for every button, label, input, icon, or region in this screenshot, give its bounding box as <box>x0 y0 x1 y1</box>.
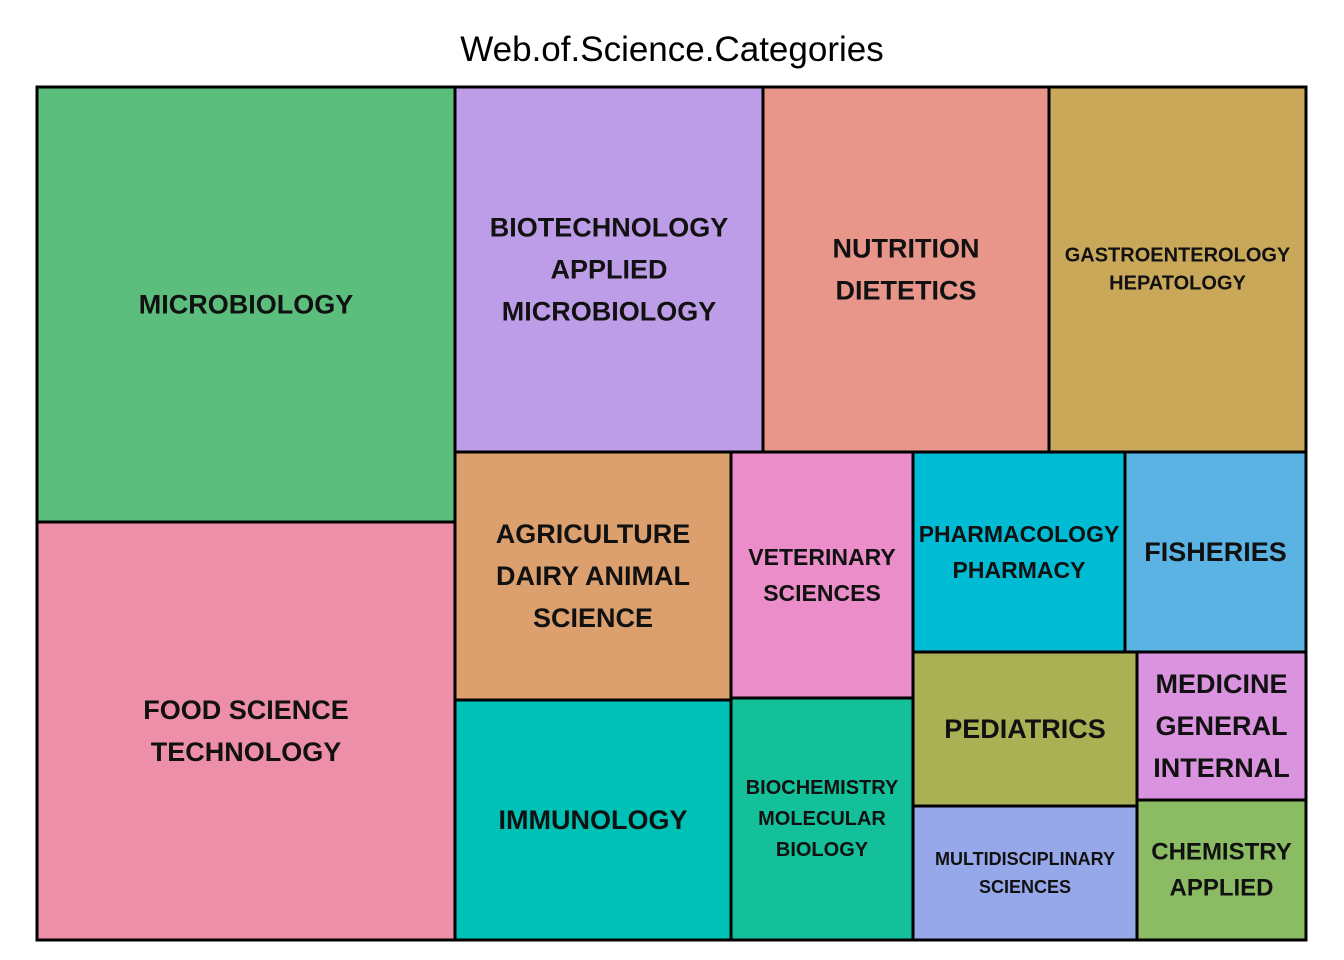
tile-rect-microbiology <box>35 85 457 524</box>
treemap-border <box>35 85 1308 942</box>
tile-immunology: IMMUNOLOGY <box>453 698 733 942</box>
tile-label-biochemistry-molecular-biology: BIOCHEMISTRY <box>746 777 899 799</box>
tile-label-chemistry-applied: APPLIED <box>1169 875 1273 902</box>
tile-pediatrics: PEDIATRICS <box>911 650 1139 808</box>
tile-label-medicine-general-internal: INTERNAL <box>1153 753 1290 783</box>
tile-gastroenterology-hepatology: GASTROENTEROLOGY HEPATOLOGY <box>1047 85 1308 454</box>
tile-label-medicine-general-internal: GENERAL <box>1155 711 1287 741</box>
tile-label-gastroenterology-hepatology: HEPATOLOGY <box>1109 273 1246 295</box>
tile-label-agriculture-dairy-animal-science: AGRICULTURE <box>496 519 690 549</box>
tile-label-biochemistry-molecular-biology: MOLECULAR <box>758 808 886 830</box>
chart-title: Web.of.Science.Categories <box>460 30 884 69</box>
tile-rect-gastroenterology-hepatology <box>1047 85 1308 454</box>
tile-agriculture-dairy-animal-science: AGRICULTURE DAIRY ANIMAL SCIENCE <box>453 450 733 702</box>
tile-fisheries: FISHERIES <box>1123 450 1308 654</box>
tile-biochemistry-molecular-biology: BIOCHEMISTRY MOLECULAR BIOLOGY <box>729 696 915 942</box>
tile-label-immunology: IMMUNOLOGY <box>499 805 688 835</box>
tile-label-pharmacology-pharmacy: PHARMACOLOGY <box>919 521 1120 547</box>
tile-veterinary-sciences: VETERINARY SCIENCES <box>729 450 915 700</box>
tile-food-science-technology: FOOD SCIENCE TECHNOLOGY <box>35 520 457 942</box>
tile-label-gastroenterology-hepatology: GASTROENTEROLOGY <box>1065 245 1291 267</box>
tile-rect-food-science-technology <box>35 520 457 942</box>
tile-pharmacology-pharmacy: PHARMACOLOGY PHARMACY <box>911 450 1127 654</box>
tile-rect-agriculture-dairy-animal-science <box>453 450 733 702</box>
tile-microbiology: MICROBIOLOGY <box>35 85 457 524</box>
tile-label-agriculture-dairy-animal-science: SCIENCE <box>533 603 653 633</box>
tile-label-biochemistry-molecular-biology: BIOLOGY <box>776 839 869 861</box>
tile-label-microbiology: MICROBIOLOGY <box>139 290 354 320</box>
tile-label-biotechnology-applied-microbiology: MICROBIOLOGY <box>502 297 717 327</box>
tile-rect-pharmacology-pharmacy <box>911 450 1127 654</box>
tile-label-chemistry-applied: CHEMISTRY <box>1151 839 1291 866</box>
tile-label-agriculture-dairy-animal-science: DAIRY ANIMAL <box>496 561 690 591</box>
tile-label-food-science-technology: TECHNOLOGY <box>151 737 342 767</box>
tile-rect-veterinary-sciences <box>729 450 915 700</box>
tile-medicine-general-internal: MEDICINE GENERAL INTERNAL <box>1135 650 1308 802</box>
tile-multidisciplinary-sciences: MULTIDISCIPLINARY SCIENCES <box>911 804 1139 942</box>
tile-label-pediatrics: PEDIATRICS <box>944 714 1106 744</box>
tile-chemistry-applied: CHEMISTRY APPLIED <box>1135 798 1308 942</box>
tile-label-medicine-general-internal: MEDICINE <box>1155 669 1287 699</box>
tile-label-veterinary-sciences: SCIENCES <box>763 580 881 606</box>
tile-label-fisheries: FISHERIES <box>1144 537 1287 567</box>
tile-rect-nutrition-dietetics <box>761 85 1051 454</box>
tile-rect-chemistry-applied <box>1135 798 1308 942</box>
tile-label-food-science-technology: FOOD SCIENCE <box>143 695 349 725</box>
tile-rect-medicine-general-internal <box>1135 650 1308 802</box>
tile-label-veterinary-sciences: VETERINARY <box>748 544 895 570</box>
tile-label-pharmacology-pharmacy: PHARMACY <box>953 557 1086 583</box>
tile-rect-multidisciplinary-sciences <box>911 804 1139 942</box>
tile-label-nutrition-dietetics: DIETETICS <box>835 276 976 306</box>
tile-label-multidisciplinary-sciences: SCIENCES <box>979 877 1071 897</box>
tile-label-biotechnology-applied-microbiology: BIOTECHNOLOGY <box>490 213 729 243</box>
tile-label-multidisciplinary-sciences: MULTIDISCIPLINARY <box>935 849 1115 869</box>
tile-label-biotechnology-applied-microbiology: APPLIED <box>550 255 667 285</box>
tile-label-nutrition-dietetics: NUTRITION <box>833 234 980 264</box>
tile-nutrition-dietetics: NUTRITION DIETETICS <box>761 85 1051 454</box>
tile-biotechnology-applied-microbiology: BIOTECHNOLOGY APPLIED MICROBIOLOGY <box>453 85 765 454</box>
